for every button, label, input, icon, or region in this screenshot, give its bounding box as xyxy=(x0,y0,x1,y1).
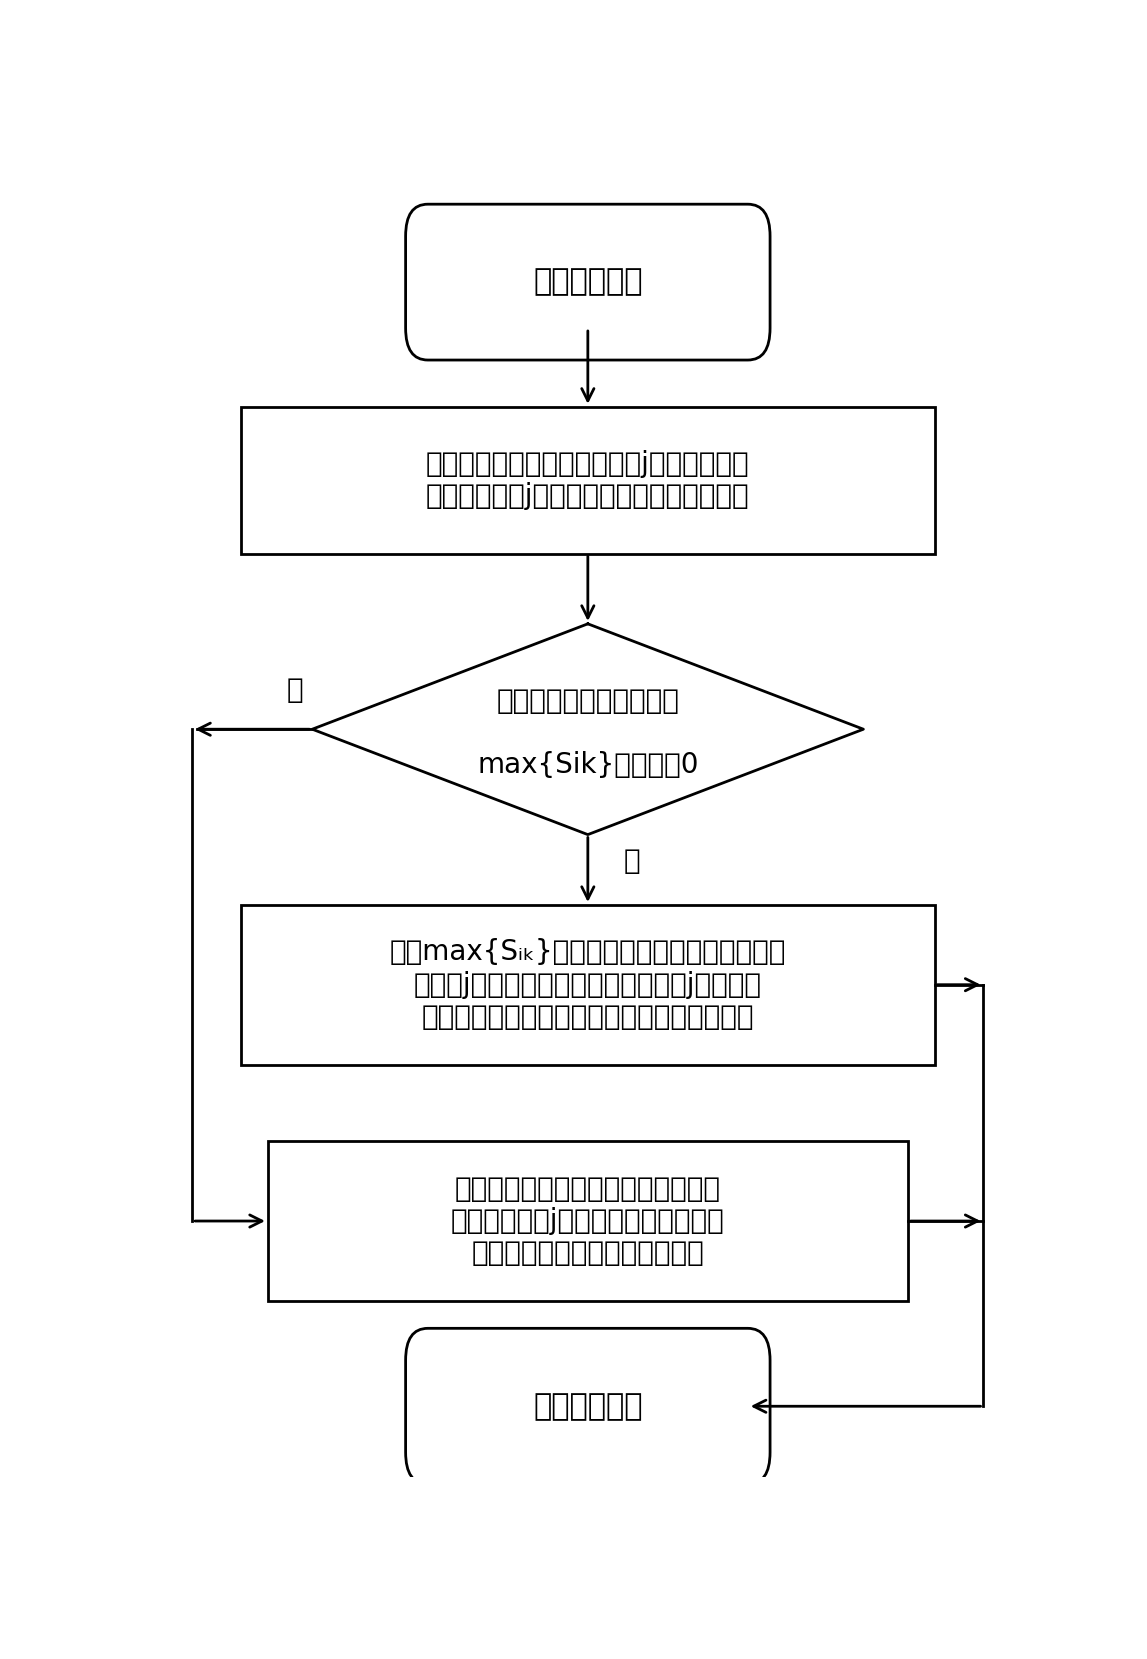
Text: 按照权重比较方式选择交叉缓存分组
离开输出端口j，同时对于单组播分组
采取不同措施将其送往重传队列: 按照权重比较方式选择交叉缓存分组 离开输出端口j，同时对于单组播分组 采取不同措… xyxy=(451,1175,725,1267)
FancyBboxPatch shape xyxy=(406,204,770,360)
Text: max{Sik}是否大亇0: max{Sik}是否大亇0 xyxy=(477,752,699,780)
Text: 是: 是 xyxy=(624,848,640,876)
Text: 选择max{Sᵢₖ}对应组播队列所在输入端口与输
出端口j的交叉缓存分组离开输出端口j，同时对
于单组播分组采取不同措施将其送往重传队列: 选择max{Sᵢₖ}对应组播队列所在输入端口与输 出端口j的交叉缓存分组离开输出… xyxy=(390,939,786,1032)
Bar xyxy=(241,406,935,554)
Text: 输出调度结束: 输出调度结束 xyxy=(533,1392,642,1420)
Bar xyxy=(268,1141,908,1301)
Bar xyxy=(241,904,935,1065)
Text: 判断找出的组播队列中，: 判断找出的组播队列中， xyxy=(497,687,679,715)
Text: 找出头分组去向包含输出端口j且所在输入端
口与输出端口j的交叉缓存有分组的组播队列: 找出头分组去向包含输出端口j且所在输入端 口与输出端口j的交叉缓存有分组的组播队… xyxy=(426,450,750,511)
FancyBboxPatch shape xyxy=(406,1329,770,1485)
Text: 否: 否 xyxy=(287,675,303,703)
Text: 输出调度开始: 输出调度开始 xyxy=(533,267,642,297)
